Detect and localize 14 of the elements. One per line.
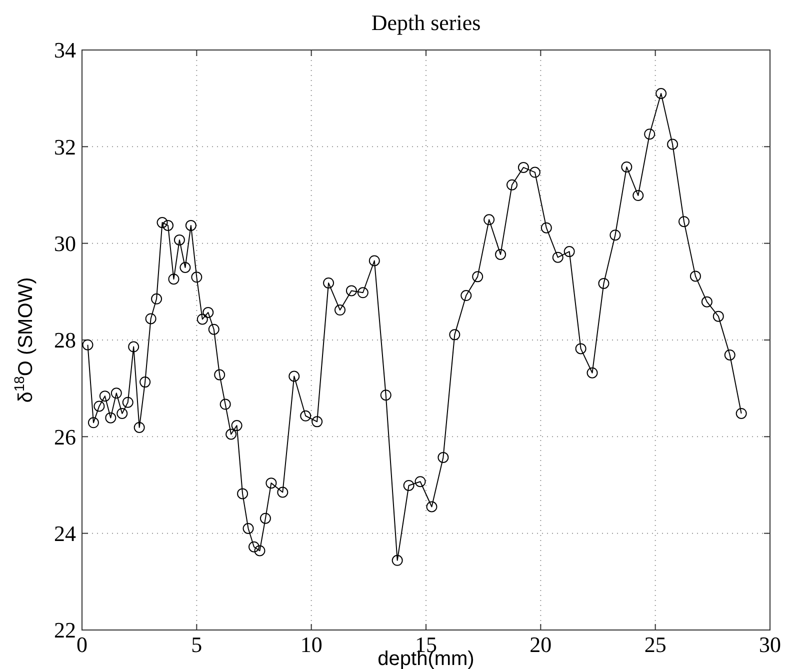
y-tick-label: 34 <box>54 38 76 63</box>
x-tick-label: 10 <box>300 632 322 657</box>
x-tick-label: 25 <box>644 632 666 657</box>
x-tick-label: 20 <box>530 632 552 657</box>
y-tick-label: 28 <box>54 328 76 353</box>
y-tick-label: 26 <box>54 424 76 450</box>
y-tick-label: 24 <box>54 521 76 546</box>
x-tick-label: 5 <box>191 632 202 657</box>
x-tick-label: 0 <box>76 632 88 657</box>
y-tick-label: 32 <box>54 134 76 160</box>
x-tick-label: 30 <box>759 632 781 657</box>
chart-title: Depth series <box>371 10 481 35</box>
y-tick-label: 30 <box>54 231 76 256</box>
y-tick-label: 22 <box>54 618 76 643</box>
